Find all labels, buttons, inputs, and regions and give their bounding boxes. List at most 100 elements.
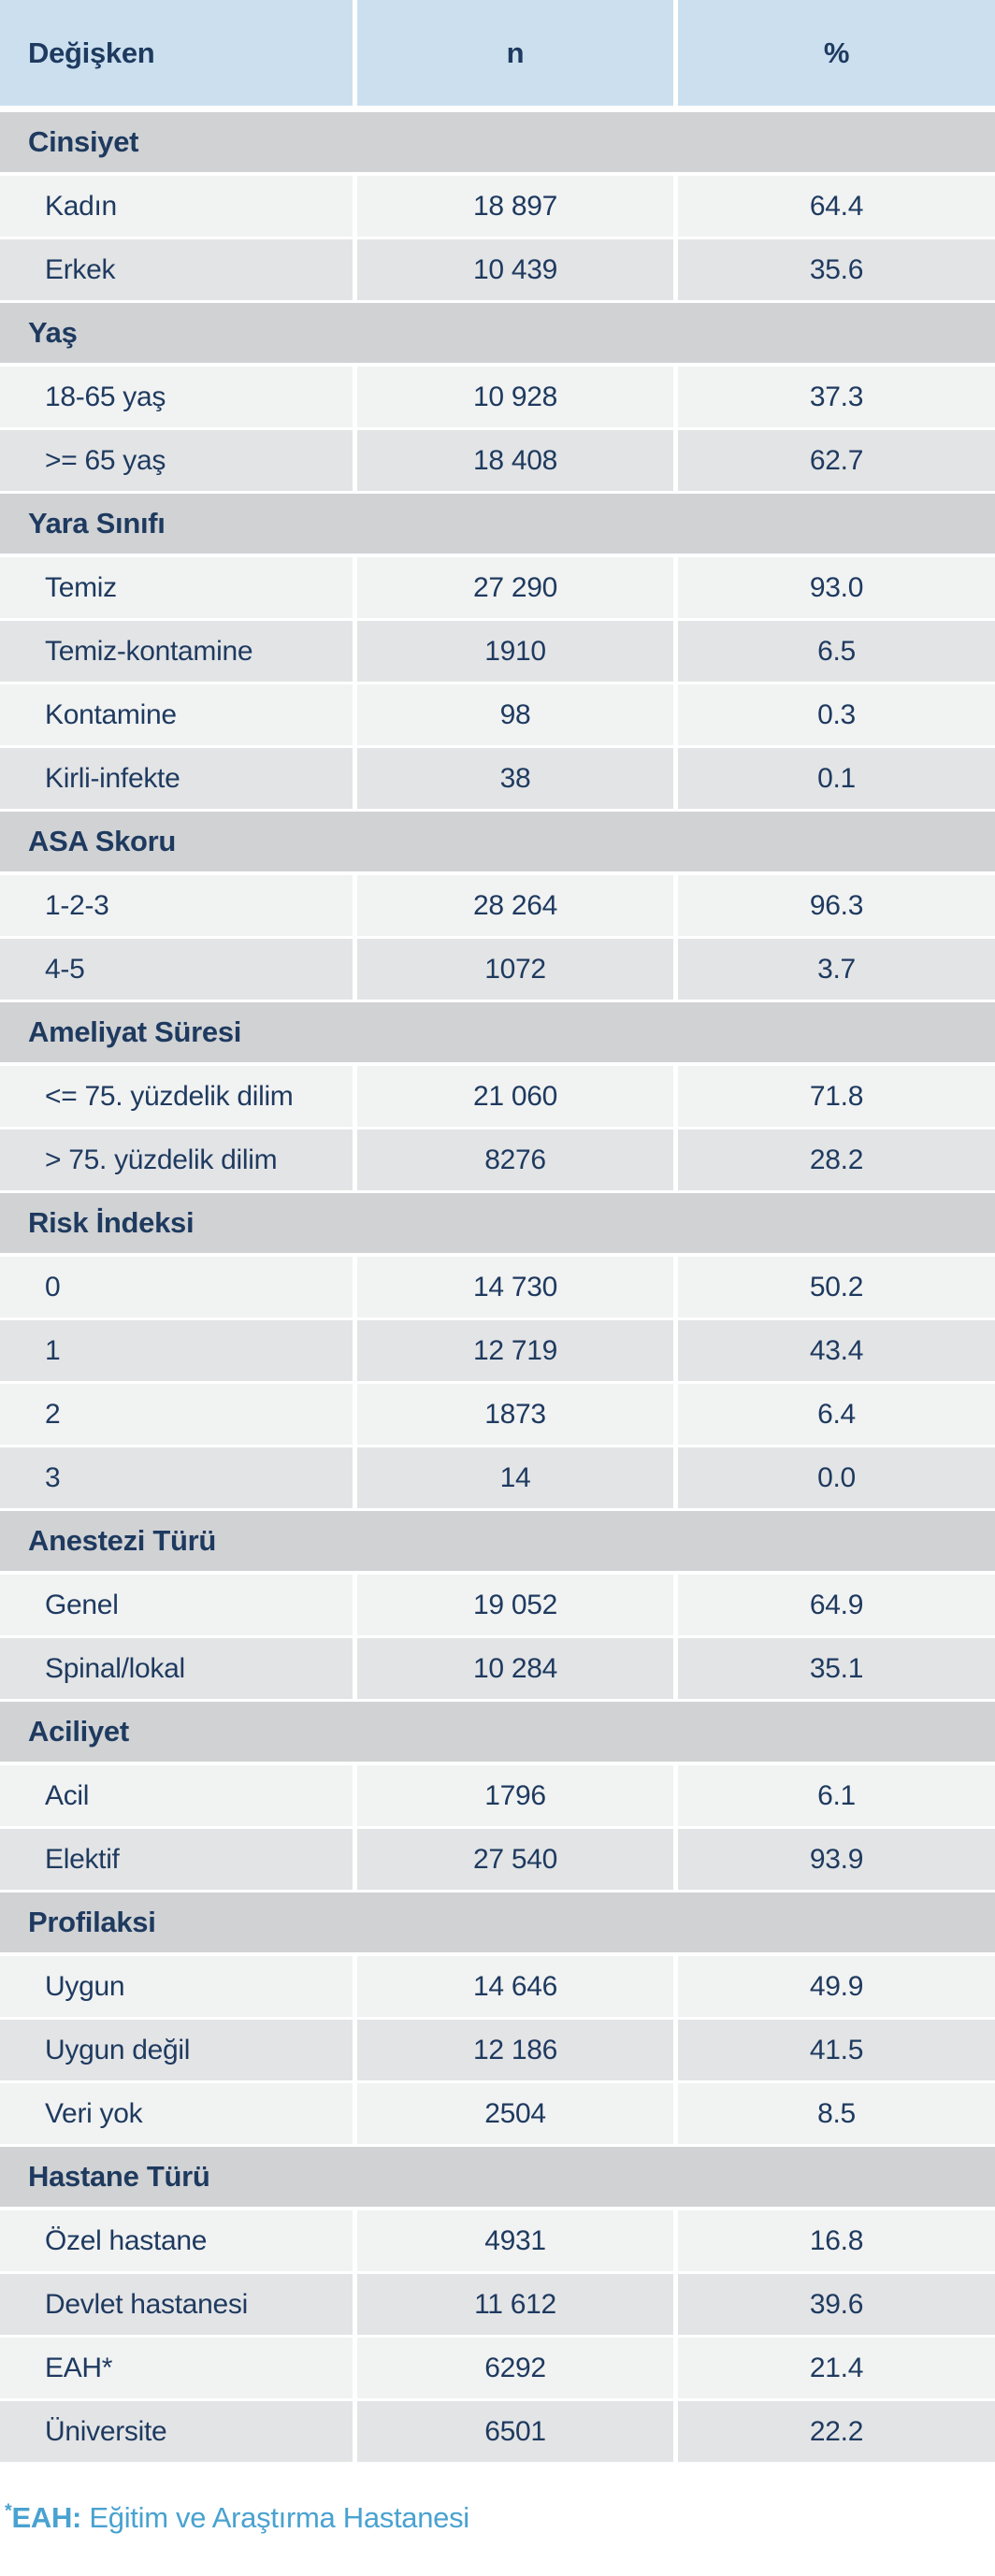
table-row: Genel 19 052 64.9 [0,1575,995,1635]
section-title: Hastane Türü [28,2160,210,2193]
row-percent-value: 64.4 [678,176,995,237]
table-row: Üniversite 6501 22.2 [0,2401,995,2462]
table-row: Elektif 27 540 93.9 [0,1829,995,1890]
row-percent-value: 0.1 [678,748,995,809]
table-row: 3 14 0.0 [0,1447,995,1508]
row-n-value: 10 439 [357,239,673,300]
table-row: Temiz-kontamine 1910 6.5 [0,621,995,682]
row-percent-value: 35.6 [678,239,995,300]
row-n-value: 98 [357,684,673,745]
section-header-row: ASA Skoru [0,812,995,871]
table-row: >= 65 yaş 18 408 62.7 [0,430,995,491]
footnote-asterisk-marker: * [5,2500,12,2522]
row-percent-value: 16.8 [678,2210,995,2271]
footnote-abbreviation: EAH: [11,2501,82,2534]
row-percent-value: 6.4 [678,1384,995,1445]
row-n-value: 1910 [357,621,673,682]
row-label: Erkek [0,239,353,300]
row-n-value: 38 [357,748,673,809]
table-body: Cinsiyet Kadın 18 897 64.4 Erkek 10 439 … [0,112,995,2462]
row-label: Acil [0,1765,353,1826]
row-label: Devlet hastanesi [0,2274,353,2335]
table-row: Acil 1796 6.1 [0,1765,995,1826]
section-title: Profilaksi [28,1906,156,1938]
row-n-value: 6292 [357,2338,673,2398]
table-row: EAH* 6292 21.4 [0,2338,995,2398]
row-percent-value: 93.0 [678,557,995,618]
row-label: Kadın [0,176,353,237]
row-percent-value: 6.5 [678,621,995,682]
row-percent-value: 8.5 [678,2083,995,2144]
row-n-value: 4931 [357,2210,673,2271]
row-percent-value: 93.9 [678,1829,995,1890]
table-row: Özel hastane 4931 16.8 [0,2210,995,2271]
row-label: Spinal/lokal [0,1638,353,1699]
section-header-row: Ameliyat Süresi [0,1002,995,1062]
row-n-value: 10 928 [357,367,673,427]
section-title: Risk İndeksi [28,1206,195,1239]
table-row: Veri yok 2504 8.5 [0,2083,995,2144]
row-label: 4-5 [0,939,353,1000]
table-row: Kontamine 98 0.3 [0,684,995,745]
row-n-value: 2504 [357,2083,673,2144]
section-header-row: Profilaksi [0,1892,995,1952]
footnote-text: Eğitim ve Araştırma Hastanesi [89,2501,469,2534]
table-row: Kadın 18 897 64.4 [0,176,995,237]
row-label: Temiz [0,557,353,618]
row-label: 2 [0,1384,353,1445]
row-label: > 75. yüzdelik dilim [0,1130,353,1190]
row-percent-value: 3.7 [678,939,995,1000]
row-n-value: 27 290 [357,557,673,618]
row-percent-value: 21.4 [678,2338,995,2398]
table-row: Kirli-infekte 38 0.1 [0,748,995,809]
row-percent-value: 96.3 [678,875,995,936]
row-n-value: 12 186 [357,2020,673,2080]
row-percent-value: 41.5 [678,2020,995,2080]
section-header-row: Cinsiyet [0,112,995,172]
row-percent-value: 39.6 [678,2274,995,2335]
row-percent-value: 0.0 [678,1447,995,1508]
table-row: Temiz 27 290 93.0 [0,557,995,618]
table-row: 1-2-3 28 264 96.3 [0,875,995,936]
row-percent-value: 35.1 [678,1638,995,1699]
row-n-value: 18 897 [357,176,673,237]
row-label: 1 [0,1320,353,1381]
section-title: Yara Sınıfı [28,507,166,540]
column-header-percent: % [678,0,995,106]
row-label: Elektif [0,1829,353,1890]
section-title: ASA Skoru [28,825,177,857]
row-n-value: 11 612 [357,2274,673,2335]
table-row: <= 75. yüzdelik dilim 21 060 71.8 [0,1066,995,1127]
row-label: 1-2-3 [0,875,353,936]
row-n-value: 19 052 [357,1575,673,1635]
row-percent-value: 62.7 [678,430,995,491]
row-n-value: 28 264 [357,875,673,936]
section-header-row: Aciliyet [0,1702,995,1762]
row-label: <= 75. yüzdelik dilim [0,1066,353,1127]
table-row: Erkek 10 439 35.6 [0,239,995,300]
column-header-n: n [357,0,673,106]
row-label: 0 [0,1257,353,1317]
row-label: Üniversite [0,2401,353,2462]
row-n-value: 8276 [357,1130,673,1190]
row-percent-value: 6.1 [678,1765,995,1826]
row-n-value: 18 408 [357,430,673,491]
table-row: 1 12 719 43.4 [0,1320,995,1381]
row-label: Uygun değil [0,2020,353,2080]
section-title: Anestezi Türü [28,1524,217,1557]
row-n-value: 10 284 [357,1638,673,1699]
row-label: EAH* [0,2338,353,2398]
section-title: Aciliyet [28,1715,129,1748]
row-n-value: 14 646 [357,1956,673,2017]
row-label: Özel hastane [0,2210,353,2271]
section-title: Cinsiyet [28,125,139,158]
table-row: 4-5 1072 3.7 [0,939,995,1000]
row-label: Kirli-infekte [0,748,353,809]
row-percent-value: 43.4 [678,1320,995,1381]
row-n-value: 12 719 [357,1320,673,1381]
footnote: *EAH: Eğitim ve Araştırma Hastanesi [0,2501,995,2535]
row-percent-value: 22.2 [678,2401,995,2462]
row-percent-value: 37.3 [678,367,995,427]
table-row: Spinal/lokal 10 284 35.1 [0,1638,995,1699]
section-header-row: Hastane Türü [0,2147,995,2207]
